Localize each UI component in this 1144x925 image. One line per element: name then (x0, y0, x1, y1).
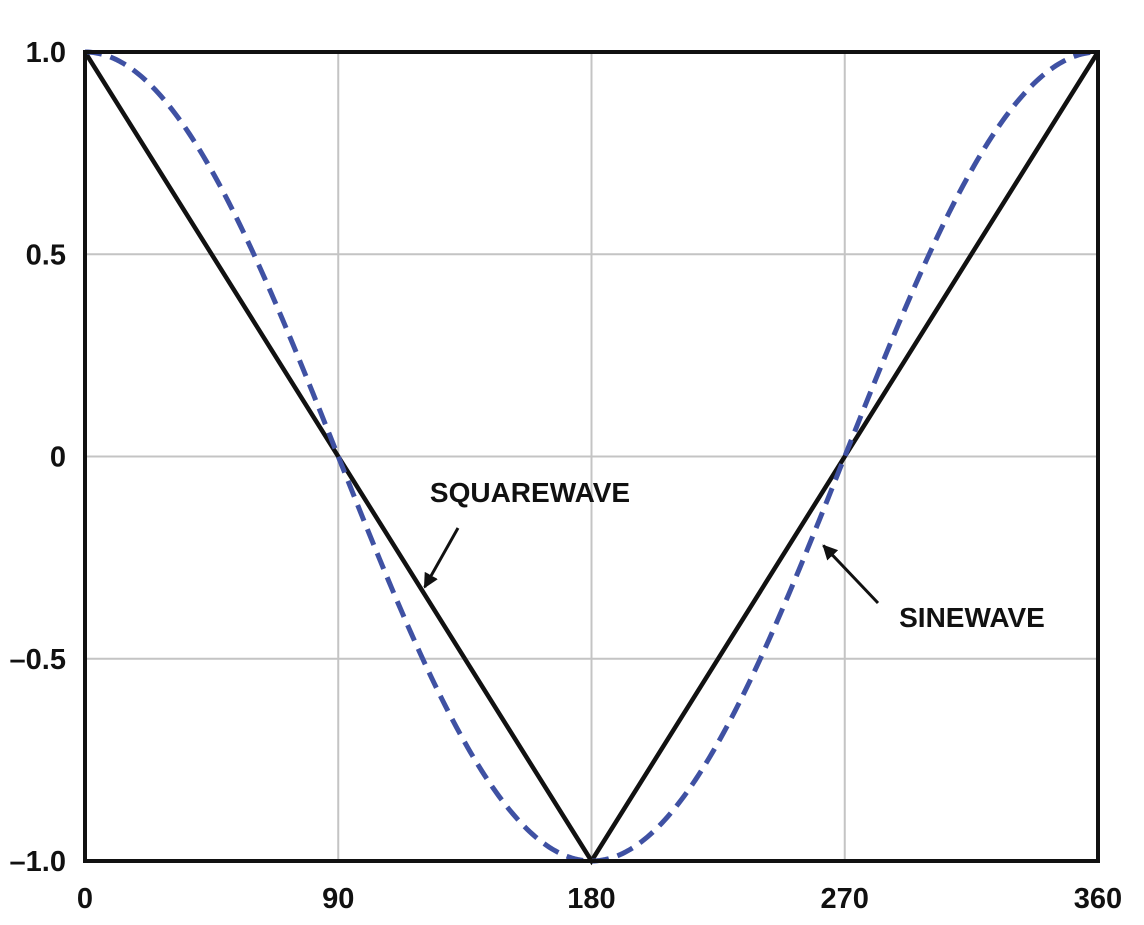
y-tick-label: –1.0 (10, 846, 66, 878)
x-tick-label: 0 (77, 883, 93, 915)
annotation-arrow-sinewave (822, 544, 880, 605)
grid (84, 51, 1099, 862)
y-tick-label: 0 (50, 442, 66, 474)
series-sinewave-line (84, 49, 1099, 864)
annotation-label-squarewave: SQUAREWAVE (430, 477, 630, 508)
y-tick-label: 0.5 (26, 239, 66, 271)
annotations: SQUAREWAVE SINEWAVE (423, 477, 1045, 633)
annotation-label-sinewave: SINEWAVE (899, 602, 1045, 633)
x-tick-label: 90 (322, 883, 354, 915)
plot-frame (83, 50, 1100, 863)
y-tick-label: 1.0 (26, 37, 66, 69)
x-tick-label: 270 (821, 883, 869, 915)
y-tick-label: –0.5 (10, 644, 66, 676)
x-tick-label: 180 (567, 883, 615, 915)
tick-labels: 0 90 180 270 360 1.0 0.5 0 –0.5 –1.0 (10, 37, 1123, 915)
x-tick-label: 360 (1074, 883, 1122, 915)
annotation-arrow-squarewave (423, 527, 460, 589)
